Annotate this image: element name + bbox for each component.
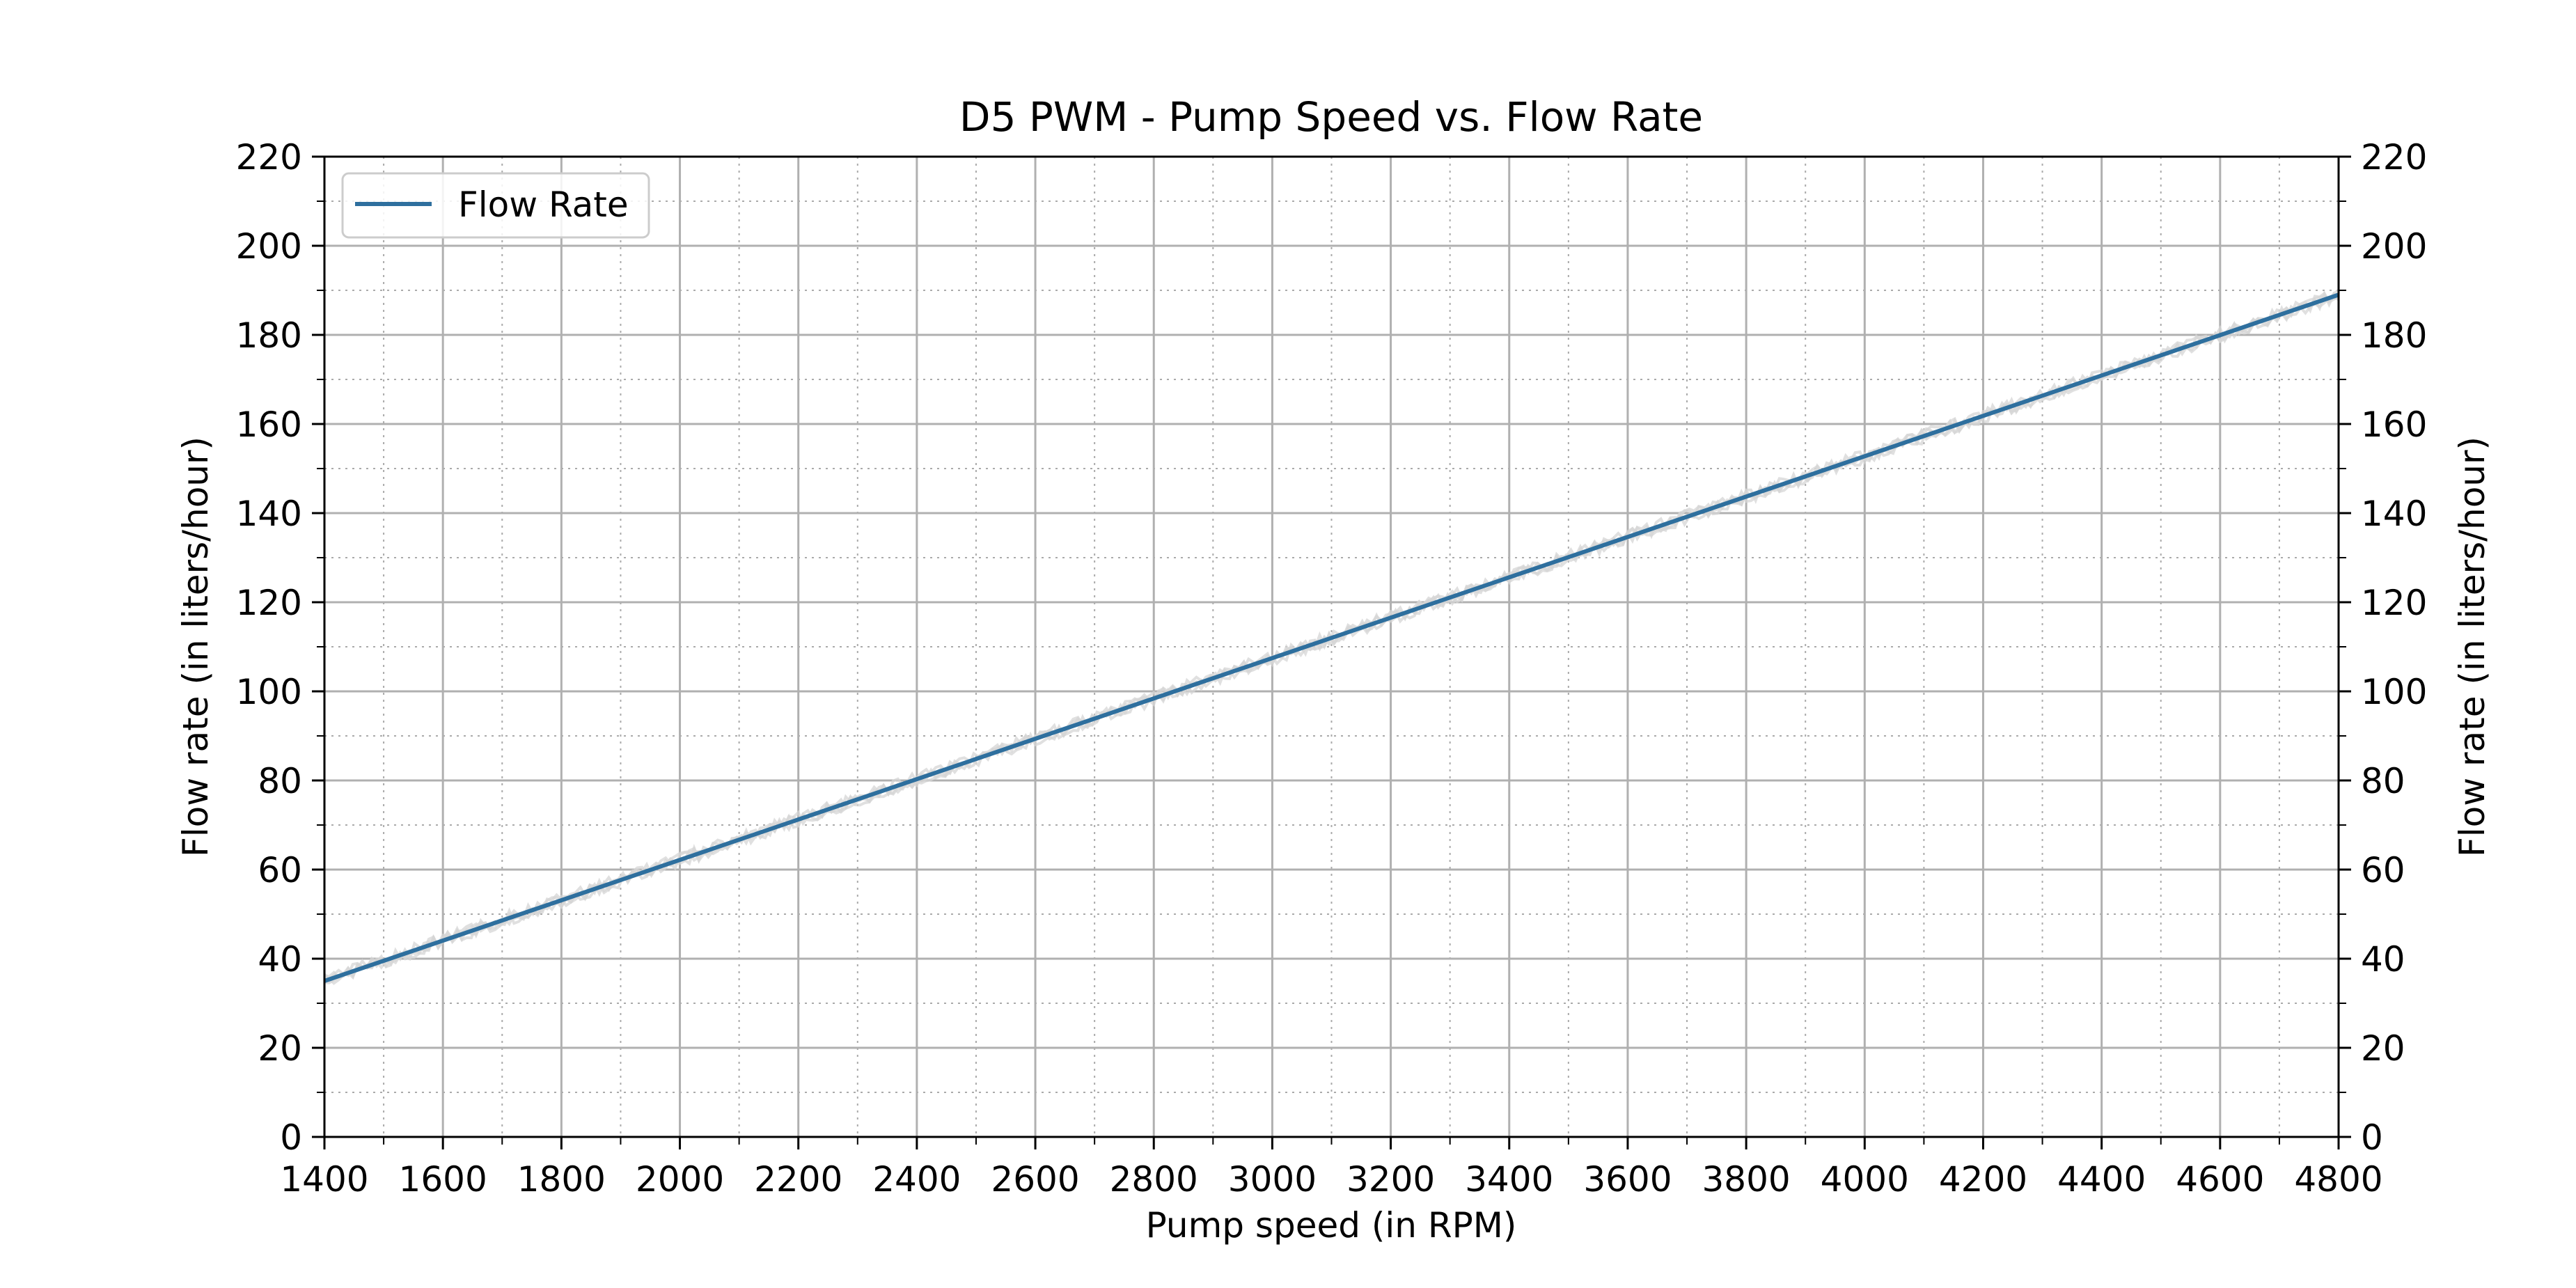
x-axis-label: Pump speed (in RPM) [1146,1205,1517,1246]
y-tick-label-right: 80 [2361,761,2405,801]
y-tick-label-right: 180 [2361,315,2427,356]
x-tick-label: 3000 [1228,1159,1317,1200]
x-tick-label: 3800 [1702,1159,1790,1200]
y-tick-label-right: 160 [2361,405,2427,445]
raw-measurement-trace [323,293,2340,984]
y-tick-label-right: 20 [2361,1028,2405,1069]
x-tick-label: 1400 [280,1159,368,1200]
y-tick-label-left: 120 [236,583,302,623]
y-tick-label-left: 180 [236,315,302,356]
y-tick-label-left: 0 [280,1117,302,1158]
series-layer [324,292,2339,983]
y-tick-label-right: 100 [2361,672,2427,712]
y-tick-label-left: 200 [236,226,302,267]
x-tick-label: 1600 [399,1159,487,1200]
y-axis-label-right: Flow rate (in liters/hour) [2452,437,2492,857]
x-tick-label: 4600 [2176,1159,2264,1200]
axis-ticks [312,155,2351,1149]
x-tick-label: 4400 [2057,1159,2146,1200]
x-tick-label: 2000 [636,1159,724,1200]
y-tick-label-left: 80 [258,761,302,801]
minor-grid [324,157,2339,1137]
y-axis-label-left: Flow rate (in liters/hour) [175,437,216,857]
legend: Flow Rate [341,172,650,239]
x-tick-label: 4200 [1939,1159,2027,1200]
y-tick-label-left: 40 [258,939,302,980]
y-tick-label-left: 20 [258,1028,302,1069]
y-tick-label-left: 100 [236,672,302,712]
y-tick-label-right: 60 [2361,850,2405,890]
y-tick-label-right: 0 [2361,1117,2383,1158]
y-tick-label-right: 120 [2361,583,2427,623]
y-tick-label-left: 160 [236,405,302,445]
y-tick-labels-right: 0 20 40 60 80 100 120 140 160 180 200 220 [2361,137,2427,1158]
x-tick-label: 4800 [2294,1159,2382,1200]
y-tick-label-right: 40 [2361,939,2405,980]
y-tick-label-left: 60 [258,850,302,890]
y-tick-label-left: 140 [236,494,302,534]
x-tick-label: 2200 [754,1159,842,1200]
legend-label-flow-rate: Flow Rate [458,184,629,225]
y-tick-label-right: 140 [2361,494,2427,534]
y-tick-label-right: 220 [2361,137,2427,178]
x-tick-label: 2600 [991,1159,1079,1200]
chart-title: D5 PWM - Pump Speed vs. Flow Rate [959,93,1703,141]
series-line-flow-rate [324,292,2339,983]
x-tick-labels: 1400 1600 1800 2000 2200 2400 2600 2800 3000 3200… [280,1159,2382,1200]
x-tick-label: 3600 [1583,1159,1672,1200]
x-tick-label: 4000 [1821,1159,1909,1200]
legend-box [341,172,650,239]
x-tick-label: 3200 [1346,1159,1435,1200]
y-tick-label-left: 220 [236,137,302,178]
x-tick-label: 2800 [1110,1159,1198,1200]
x-tick-label: 1800 [517,1159,606,1200]
y-tick-labels-left: 0 20 40 60 80 100 120 140 160 180 200 220 [236,137,302,1158]
x-tick-label: 2400 [872,1159,961,1200]
x-tick-label: 3400 [1465,1159,1553,1200]
y-tick-label-right: 200 [2361,226,2427,267]
